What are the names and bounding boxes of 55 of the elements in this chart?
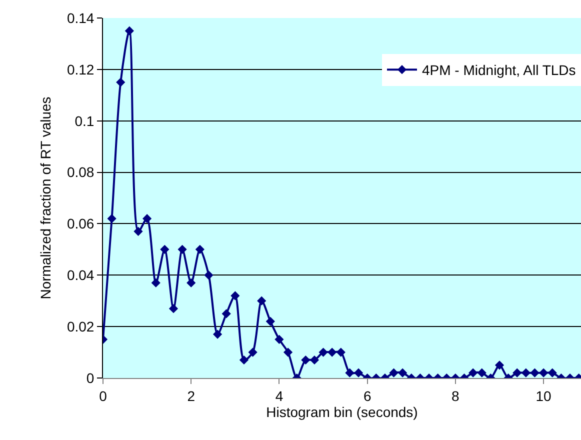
point [160, 244, 170, 254]
point [124, 26, 134, 36]
point [134, 226, 143, 236]
point [204, 270, 214, 280]
x-tick-label: 2 [187, 388, 196, 404]
point [318, 348, 328, 357]
point [274, 334, 284, 344]
point [222, 309, 231, 318]
point [257, 296, 266, 306]
point [468, 368, 478, 378]
point [266, 316, 275, 326]
point [389, 368, 398, 378]
y-tick-label: 0.12 [66, 61, 94, 78]
point [283, 348, 293, 357]
point [539, 368, 548, 378]
point [328, 348, 337, 357]
y-tick-label: 0.1 [74, 112, 94, 129]
x-tick-label: 6 [363, 388, 372, 404]
y-tick-label: 0.14 [66, 10, 94, 26]
y-tick-label: 0 [86, 370, 94, 386]
x-axis-title: Histogram bin (seconds) [266, 404, 418, 420]
y-axis-title: Normalized fraction of RT values [38, 96, 54, 300]
point [107, 214, 116, 224]
point [212, 330, 222, 339]
x-tick-label: 0 [99, 388, 108, 404]
point [345, 368, 354, 378]
point [477, 368, 486, 378]
point [512, 368, 522, 378]
point [354, 368, 364, 378]
point [248, 348, 258, 357]
point [178, 244, 187, 254]
point [239, 355, 249, 365]
point [230, 291, 240, 300]
y-tick-label: 0.04 [66, 267, 94, 284]
x-tick-label: 10 [536, 388, 552, 404]
point [168, 304, 178, 314]
point [116, 78, 126, 87]
point [530, 368, 540, 378]
point [398, 368, 408, 378]
point [310, 355, 320, 365]
y-tick-label: 0.02 [66, 318, 94, 334]
y-tick-label: 0.08 [66, 164, 94, 180]
point [142, 214, 152, 224]
point [521, 368, 530, 378]
y-tick-label: 0.06 [66, 216, 94, 232]
x-tick-label: 8 [452, 388, 460, 404]
point [336, 348, 346, 357]
point [301, 355, 310, 365]
point [151, 278, 160, 288]
x-tick-label: 4 [275, 388, 284, 404]
legend-label: 4PM - Midnight, All TLDs [422, 62, 576, 78]
point [186, 278, 196, 288]
point [195, 244, 204, 254]
point [548, 368, 557, 378]
point [494, 360, 504, 370]
